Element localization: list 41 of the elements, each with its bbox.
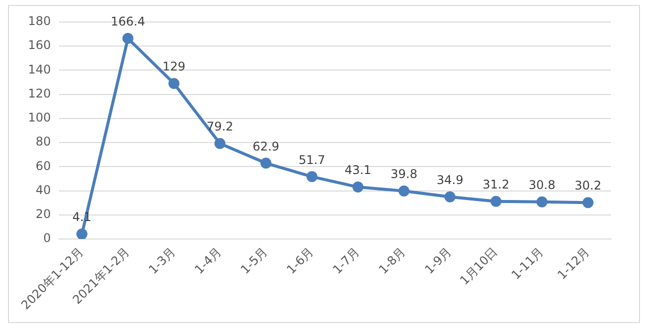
data-label: 30.8 <box>528 178 556 192</box>
point <box>582 197 594 208</box>
y-tick-label: 20 <box>36 207 51 222</box>
y-tick-label: 100 <box>28 110 51 125</box>
x-tick-label: 1-5月 <box>238 244 270 277</box>
point <box>306 171 318 182</box>
y-tick-label: 40 <box>36 182 51 197</box>
point <box>122 32 134 44</box>
y-tick-label: 0 <box>43 231 51 246</box>
point <box>352 182 364 193</box>
point <box>444 191 456 202</box>
point <box>76 228 88 239</box>
x-tick-label: 1-9月 <box>422 244 454 277</box>
data-label: 30.2 <box>574 178 602 193</box>
data-label: 31.2 <box>482 178 510 192</box>
point <box>168 78 180 89</box>
data-label: 166.4 <box>110 14 146 29</box>
point <box>398 186 410 197</box>
data-label: 79.2 <box>206 120 234 134</box>
point <box>490 196 502 207</box>
data-label: 39.8 <box>390 167 418 182</box>
point <box>260 158 272 169</box>
x-tick-label: 1-6月 <box>284 244 316 277</box>
y-tick-label: 180 <box>28 14 51 28</box>
x-tick-label: 1月10日 <box>457 244 500 288</box>
y-tick-label: 80 <box>36 134 51 149</box>
data-label: 43.1 <box>344 163 372 178</box>
point <box>536 196 548 208</box>
x-tick-label: 1-3月 <box>146 244 178 277</box>
y-tick-label: 60 <box>36 158 51 173</box>
x-tick-label: 1-7月 <box>330 244 362 277</box>
data-label: 51.7 <box>298 152 326 167</box>
y-tick-label: 160 <box>28 38 51 52</box>
point <box>214 138 226 150</box>
data-label: 34.9 <box>436 173 464 188</box>
y-tick-label: 140 <box>28 62 51 76</box>
x-tick-label: 1-8月 <box>376 244 408 277</box>
x-tick-label: 1-4月 <box>192 244 224 277</box>
y-tick-label: 120 <box>28 86 51 100</box>
data-label: 129 <box>162 60 186 74</box>
data-label: 62.9 <box>252 139 280 154</box>
